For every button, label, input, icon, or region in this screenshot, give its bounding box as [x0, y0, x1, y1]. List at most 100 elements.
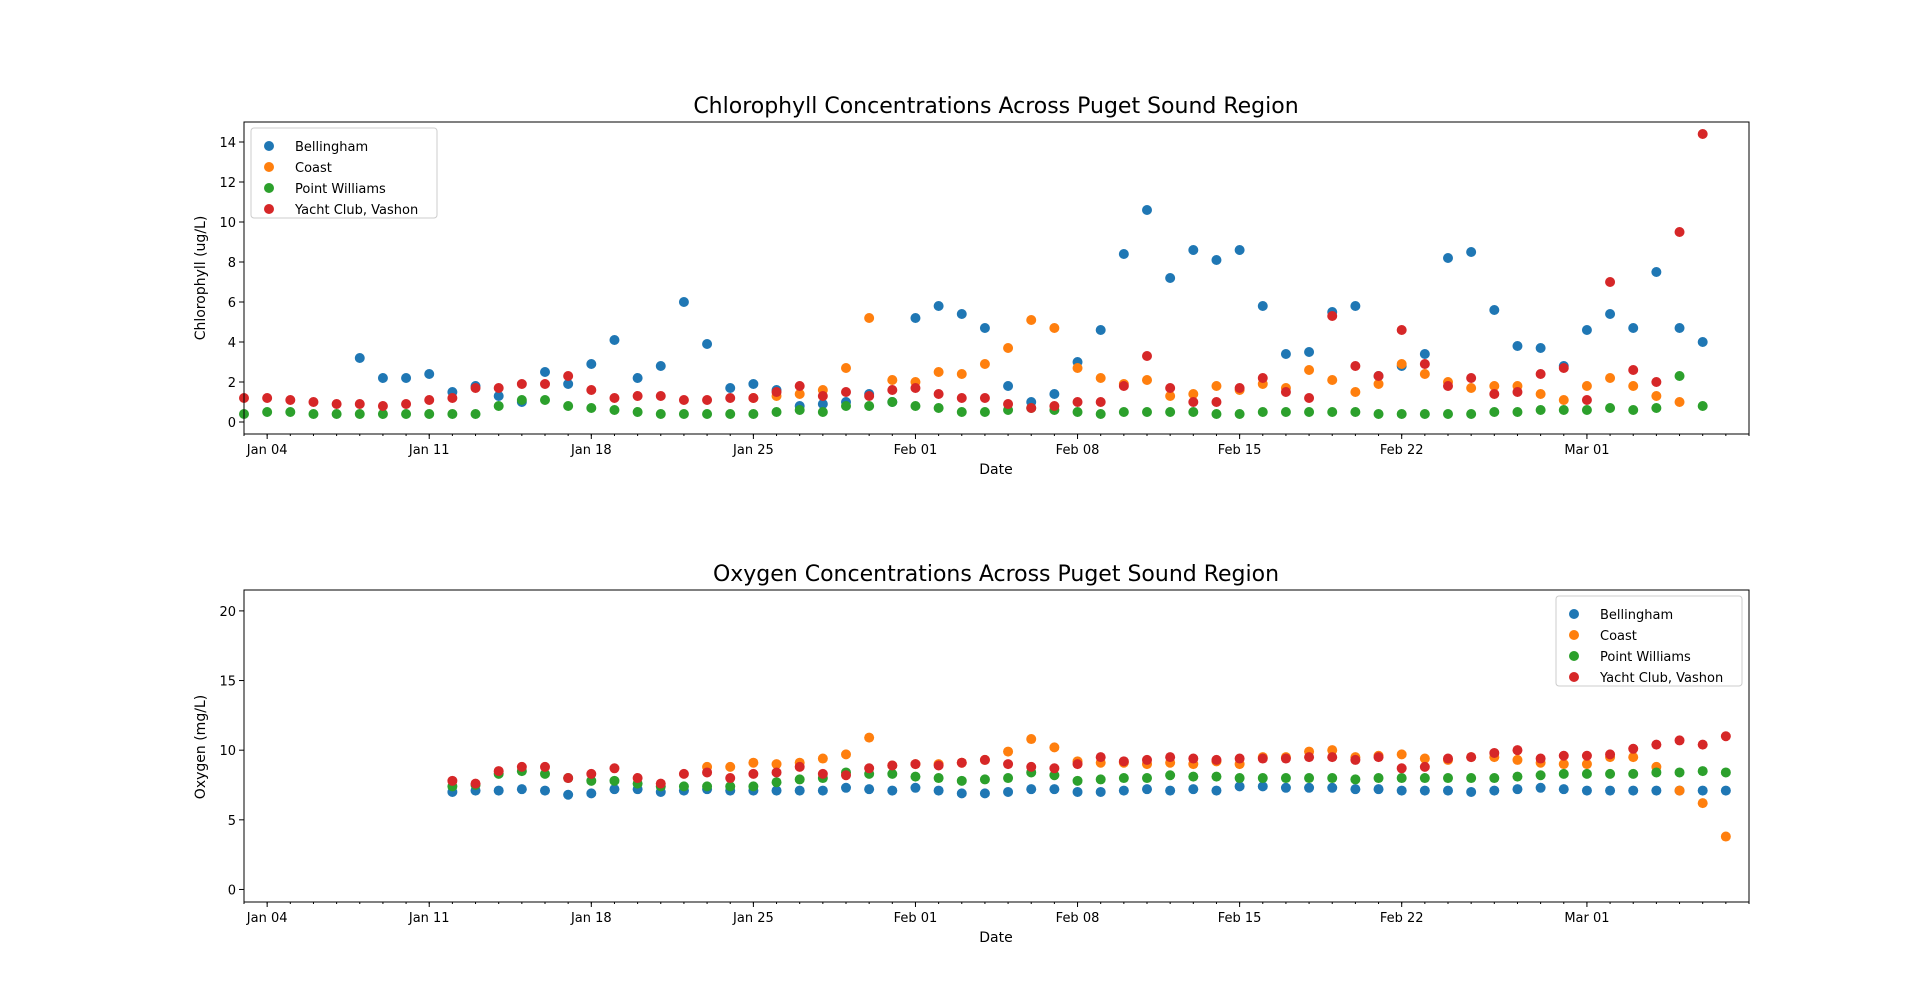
data-point	[632, 373, 643, 383]
data-point	[1165, 273, 1176, 283]
x-tick-label: Feb 22	[1380, 443, 1424, 458]
plot-frame	[243, 121, 1750, 435]
data-point	[979, 754, 990, 765]
data-point	[1489, 389, 1500, 399]
data-point	[516, 395, 527, 405]
data-point	[887, 385, 898, 395]
data-point	[817, 391, 828, 401]
x-tick-label: Jan 18	[570, 443, 612, 458]
legend-label: Bellingham	[295, 140, 368, 155]
data-point	[725, 781, 736, 792]
data-point	[1234, 781, 1245, 792]
data-point	[794, 389, 805, 399]
x-tick-label: Jan 18	[570, 911, 612, 926]
data-point	[1651, 377, 1662, 387]
data-point	[563, 401, 574, 411]
data-point	[1280, 753, 1291, 764]
data-point	[1628, 405, 1639, 415]
legend-label: Bellingham	[1600, 608, 1673, 623]
data-point	[910, 759, 921, 770]
data-point	[540, 395, 550, 405]
data-point	[1165, 785, 1176, 796]
data-point	[841, 401, 851, 411]
data-point	[1211, 785, 1222, 796]
data-point	[841, 749, 851, 760]
data-point	[956, 369, 967, 379]
data-point	[1026, 315, 1037, 325]
data-point	[1095, 752, 1106, 763]
data-point	[1072, 759, 1083, 770]
data-point	[1049, 742, 1060, 753]
data-point	[586, 385, 597, 395]
x-tick-label: Jan 25	[732, 443, 774, 458]
data-point	[1072, 407, 1083, 417]
data-point	[1026, 761, 1037, 772]
data-point	[516, 761, 527, 772]
data-point	[516, 379, 527, 389]
data-point	[1118, 773, 1129, 784]
data-point	[1165, 770, 1176, 781]
data-point	[377, 409, 388, 419]
data-point	[1373, 371, 1384, 381]
data-point	[1142, 351, 1152, 361]
data-point	[933, 367, 944, 377]
data-point	[1142, 784, 1152, 795]
data-point	[1605, 768, 1616, 779]
data-point	[1443, 253, 1453, 263]
data-point	[1234, 753, 1245, 764]
y-tick-label: 0	[228, 883, 236, 898]
data-point	[1512, 407, 1523, 417]
data-point	[1651, 739, 1662, 750]
data-point	[1003, 343, 1014, 353]
data-point	[1142, 205, 1152, 215]
data-point	[864, 763, 875, 774]
data-point	[817, 399, 828, 409]
data-point	[1674, 323, 1685, 333]
data-points	[447, 731, 1731, 842]
legend-marker	[1569, 672, 1579, 682]
data-point	[678, 409, 689, 419]
data-point	[1720, 731, 1731, 742]
data-point	[470, 409, 481, 419]
data-point	[563, 371, 574, 381]
data-point	[1466, 773, 1477, 784]
data-point	[1165, 407, 1176, 417]
data-point	[678, 768, 689, 779]
data-point	[493, 391, 504, 401]
data-point	[586, 775, 597, 786]
data-point	[1049, 763, 1060, 774]
data-point	[1674, 767, 1685, 778]
data-point	[1628, 381, 1639, 391]
data-point	[841, 387, 851, 397]
data-point	[540, 785, 550, 796]
data-point	[1304, 752, 1315, 763]
data-point	[470, 383, 481, 393]
data-point	[1304, 407, 1315, 417]
data-point	[1489, 785, 1500, 796]
legend-marker	[1569, 609, 1579, 619]
data-point	[1697, 766, 1708, 777]
data-point	[1489, 381, 1500, 391]
series-point-williams	[239, 371, 1708, 419]
data-point	[540, 367, 550, 377]
data-point	[493, 383, 504, 393]
data-point	[910, 313, 921, 323]
data-point	[910, 771, 921, 782]
data-point	[447, 393, 458, 403]
data-point	[1628, 768, 1639, 779]
x-tick-label: Jan 04	[246, 443, 288, 458]
data-point	[1697, 739, 1708, 750]
data-point	[725, 409, 736, 419]
data-point	[424, 395, 435, 405]
data-point	[1443, 381, 1453, 391]
data-point	[1581, 395, 1592, 405]
data-point	[933, 389, 944, 399]
data-point	[1211, 754, 1222, 765]
data-point	[1443, 773, 1453, 784]
data-point	[1697, 337, 1708, 347]
data-point	[655, 391, 666, 401]
data-point	[1188, 407, 1199, 417]
data-point	[401, 373, 412, 383]
data-point	[771, 387, 782, 397]
data-point	[1396, 785, 1407, 796]
